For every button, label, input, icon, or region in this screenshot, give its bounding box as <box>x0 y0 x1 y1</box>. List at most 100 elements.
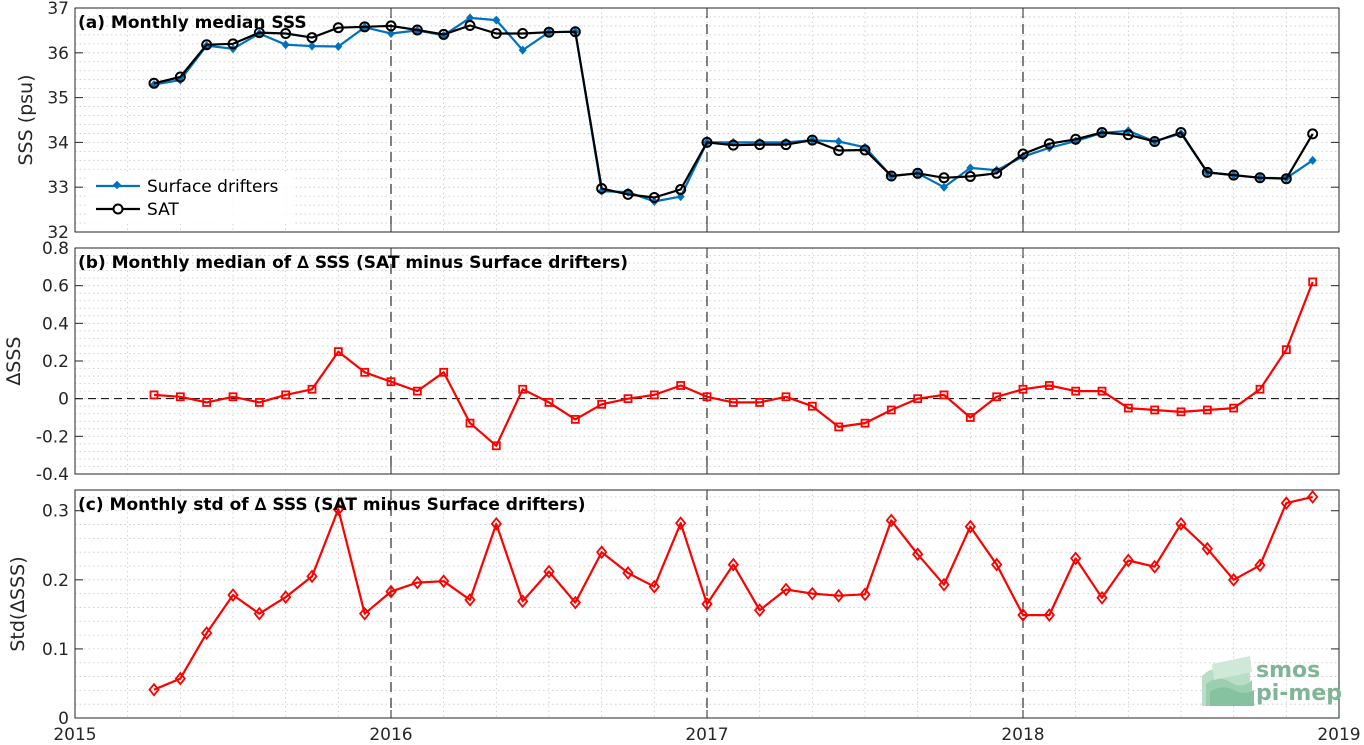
data-point-drifters <box>281 40 290 50</box>
data-point-sat <box>148 77 160 89</box>
data-point-delta-std <box>227 588 239 602</box>
series-line <box>153 495 1313 691</box>
data-point-sat <box>622 188 634 200</box>
data-point-sat <box>1228 169 1240 181</box>
data-point-sat <box>280 28 292 40</box>
data-point-delta-std <box>596 545 608 560</box>
data-point-delta-median <box>1281 345 1291 355</box>
panel-title: (b) Monthly median of ∆ SSS (SAT minus S… <box>78 253 628 273</box>
legend-box <box>88 172 294 224</box>
y-tick-label: 33 <box>47 178 69 198</box>
panel-title: (a) Monthly median SSS <box>78 13 307 33</box>
data-point-sat <box>569 26 581 38</box>
y-tick-label: 0.8 <box>42 239 69 259</box>
panel-b: -0.4 -0.2 0 0.2 0.4 0.6 0.8 ∆SSS (b) Monthly med… <box>3 239 1340 485</box>
data-point-delta-median <box>702 392 712 402</box>
x-tick-label: 2018 <box>1001 725 1044 745</box>
data-point-delta-median <box>649 390 659 400</box>
data-point-drifters <box>308 41 316 51</box>
y-tick-label: 34 <box>47 133 69 153</box>
data-point-sat <box>859 144 871 156</box>
y-axis-label: ∆SSS <box>3 337 25 387</box>
data-point-sat <box>938 172 950 184</box>
data-point-delta-median <box>755 398 765 407</box>
data-point-sat <box>1122 129 1134 141</box>
data-point-sat <box>201 39 213 51</box>
data-point-drifters <box>1308 155 1317 165</box>
data-point-delta-std <box>806 586 818 601</box>
logo-wave-front <box>1210 687 1254 706</box>
data-point-sat <box>174 71 186 83</box>
data-point-delta-std <box>332 502 344 517</box>
smos-pi-mep-logo: smos pi-mep <box>1202 656 1342 706</box>
data-point-delta-std <box>1307 489 1319 504</box>
data-point-delta-median <box>1150 405 1160 415</box>
data-point-delta-std <box>912 547 924 562</box>
x-tick-label: 2019 <box>1317 725 1360 745</box>
data-point-delta-median <box>781 392 791 402</box>
data-point-delta-median <box>386 377 396 387</box>
data-point-sat <box>385 20 397 32</box>
logo-line2: pi-mep <box>1256 681 1342 706</box>
data-point-delta-std <box>1254 558 1266 573</box>
data-point-delta-median <box>728 398 738 407</box>
data-point-delta-std <box>1149 559 1161 574</box>
data-point-delta-std <box>1096 590 1108 605</box>
data-point-sat <box>833 144 845 156</box>
data-point-delta-std <box>490 516 502 531</box>
data-point-delta-median <box>1202 405 1212 415</box>
y-tick-label: 0.2 <box>42 571 69 591</box>
data-point-delta-std <box>306 569 318 584</box>
x-tick-label: 2016 <box>369 725 412 745</box>
y-tick-label: -0.2 <box>36 427 69 447</box>
data-point-delta-std <box>148 682 160 697</box>
data-point-delta-std <box>280 590 292 605</box>
panel-title: (c) Monthly std of ∆ SSS (SAT minus Surf… <box>78 495 585 515</box>
data-point-delta-std <box>1201 541 1213 556</box>
data-point-delta-median <box>965 413 975 422</box>
y-tick-label: 36 <box>47 44 69 64</box>
data-point-delta-std <box>1017 608 1029 622</box>
data-point-delta-std <box>1228 572 1240 587</box>
data-point-drifters <box>518 45 527 55</box>
data-point-delta-median <box>1071 386 1081 396</box>
data-point-sat <box>912 167 924 179</box>
x-tick-label: 2017 <box>685 725 728 745</box>
data-point-sat <box>596 183 608 195</box>
data-point-delta-median <box>412 386 422 396</box>
data-point-delta-std <box>1043 608 1055 622</box>
data-point-sat <box>490 28 502 40</box>
legend-sat-label: SAT <box>147 200 179 220</box>
data-point-delta-median <box>939 390 949 400</box>
data-point-delta-median <box>1097 386 1107 396</box>
data-point-delta-std <box>1280 496 1292 511</box>
y-tick-label: 0.1 <box>42 640 69 660</box>
series-line <box>153 281 1314 447</box>
data-point-sat <box>359 21 371 33</box>
data-point-delta-std <box>622 565 634 580</box>
data-point-sat <box>227 38 239 50</box>
data-point-delta-median <box>992 392 1002 402</box>
data-point-sat <box>543 26 555 38</box>
data-point-delta-std <box>569 595 581 610</box>
y-tick-label: 32 <box>47 223 69 243</box>
data-point-sat <box>754 139 766 151</box>
data-point-delta-median <box>254 398 264 407</box>
data-point-sat <box>1149 136 1161 148</box>
data-point-drifters <box>834 137 843 147</box>
data-point-drifters <box>966 163 975 173</box>
data-point-delta-std <box>411 575 423 590</box>
legend: Surface drifters SAT <box>88 172 294 224</box>
y-tick-label: 0.3 <box>42 502 69 522</box>
data-point-sat <box>1043 138 1055 150</box>
data-point-sat <box>464 19 476 31</box>
data-point-sat <box>1175 127 1187 139</box>
data-point-delta-std <box>780 582 792 597</box>
data-point-sat <box>1096 127 1108 139</box>
data-point-delta-std <box>885 513 897 528</box>
data-point-sat <box>517 28 529 40</box>
data-point-delta-median <box>307 384 317 394</box>
data-point-sat <box>806 134 818 146</box>
series-line <box>153 16 1314 203</box>
